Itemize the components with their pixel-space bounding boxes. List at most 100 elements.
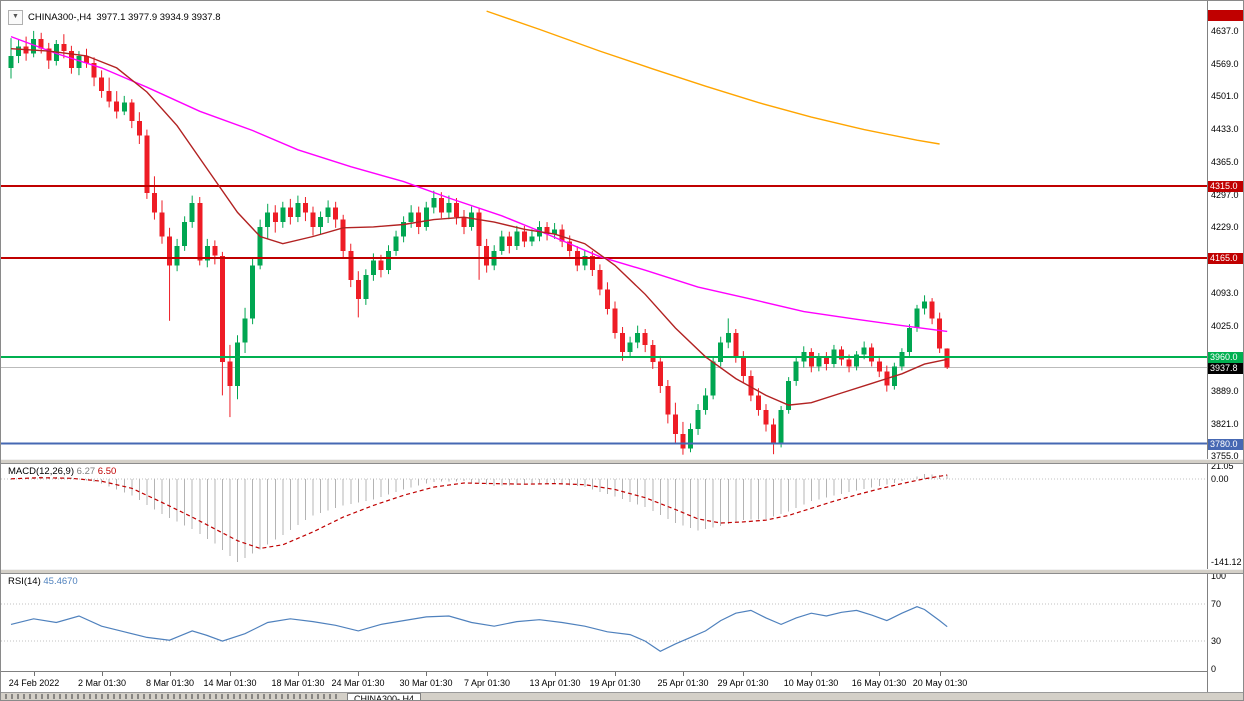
bear-candle <box>944 348 950 368</box>
bear-candle <box>823 356 829 365</box>
ma-orange <box>486 10 940 145</box>
time-tick-label: 7 Apr 01:30 <box>463 678 511 688</box>
bull-candle <box>582 255 588 266</box>
time-tick-mark <box>34 672 35 676</box>
rsi-axis-label: 70 <box>1211 598 1222 609</box>
price-tick-label: 3889.0 <box>1211 386 1239 397</box>
bull-candle <box>446 202 452 213</box>
macd-name: MACD(12,26,9) <box>8 466 74 477</box>
time-tick-mark <box>811 672 812 676</box>
bull-candle <box>265 212 271 227</box>
clipped-price-marker <box>1208 10 1243 21</box>
time-axis[interactable]: 24 Feb 2022 2 Mar 01:30 8 Mar 01:30 14 Mar … <box>1 671 1207 692</box>
bull-candle <box>295 202 301 218</box>
macd-panel[interactable]: MACD(12,26,9) 6.27 6.50 <box>1 464 1207 569</box>
bull-candle <box>793 361 799 381</box>
bull-candle <box>922 301 927 309</box>
time-tick-label: 25 Apr 01:30 <box>657 678 709 688</box>
bear-candle <box>484 246 490 266</box>
horizontal-lines-layer <box>1 184 1207 445</box>
bull-candle <box>393 236 399 251</box>
macd-canvas[interactable] <box>1 464 1207 569</box>
bear-candle <box>620 332 625 353</box>
bear-candle <box>129 102 135 121</box>
bear-candle <box>99 77 105 92</box>
symbol-period-label: CHINA300-,H4 <box>28 12 92 23</box>
rsi-panel[interactable]: RSI(14) 45.4670 <box>1 574 1207 671</box>
bear-candle <box>680 434 686 449</box>
time-tick-mark <box>102 672 103 676</box>
bull-candle <box>718 342 724 362</box>
hline-price-label: 3780.0 <box>1208 438 1243 450</box>
time-tick-mark <box>879 672 880 676</box>
bull-candle <box>235 342 240 386</box>
price-tick-label: 4093.0 <box>1211 287 1239 298</box>
time-tick-label: 20 May 01:30 <box>912 678 968 688</box>
bear-candle <box>151 193 157 213</box>
time-tick-label: 30 Mar 01:30 <box>399 678 453 688</box>
bear-candle <box>650 344 656 362</box>
time-tick-label: 13 Apr 01:30 <box>529 678 581 688</box>
bear-candle <box>521 231 527 242</box>
bear-candle <box>378 260 384 271</box>
bull-candle <box>710 361 716 396</box>
time-tick-label: 24 Mar 01:30 <box>331 678 385 688</box>
time-tick-label: 14 Mar 01:30 <box>203 678 257 688</box>
main-chart-panel[interactable]: ▼ CHINA300-,H4 3977.1 3977.9 3934.9 3937… <box>1 1 1207 459</box>
bear-candle <box>340 219 346 251</box>
price-tick-label: 4433.0 <box>1211 124 1239 135</box>
bull-candle <box>695 409 701 430</box>
bear-candle <box>672 414 678 434</box>
time-tick-label: 18 Mar 01:30 <box>271 678 325 688</box>
moving-averages-layer <box>10 10 948 406</box>
bull-candle <box>31 39 37 54</box>
chart-tab-active[interactable]: CHINA300-,H4 <box>347 693 422 700</box>
time-tick-mark <box>358 672 359 676</box>
price-tick-label: 3755.0 <box>1211 450 1239 461</box>
price-tick-label: 4569.0 <box>1211 58 1239 69</box>
macd-axis-label: 0.00 <box>1211 473 1229 484</box>
bear-candle <box>61 43 67 52</box>
macd-value-signal: 6.50 <box>97 466 117 477</box>
bear-candle <box>642 332 648 345</box>
time-tick-mark <box>170 672 171 676</box>
bear-candle <box>287 207 293 218</box>
chart-tabs-bar[interactable]: CHINA300-,H4 <box>1 692 1243 700</box>
bear-candle <box>755 395 761 410</box>
bear-candle <box>763 409 769 425</box>
bull-candle <box>816 356 822 367</box>
rsi-canvas[interactable] <box>1 574 1207 671</box>
time-tick-mark <box>426 672 427 676</box>
one-click-trading-arrow-button[interactable]: ▼ <box>8 10 23 25</box>
bull-candle <box>627 342 633 353</box>
time-tick-mark <box>615 672 616 676</box>
bear-candle <box>68 51 74 68</box>
price-tick-label: 4229.0 <box>1211 222 1239 233</box>
price-tick-label: 4297.0 <box>1211 189 1239 200</box>
bull-candle <box>370 260 376 275</box>
time-tick-label: 24 Feb 2022 <box>8 678 60 688</box>
panel-splitter[interactable] <box>1 459 1243 464</box>
bear-candle <box>84 55 89 64</box>
bull-candle <box>182 222 188 247</box>
panel-splitter[interactable] <box>1 569 1243 574</box>
bull-candle <box>242 318 248 343</box>
macd-histogram-layer <box>10 474 948 562</box>
bear-candle <box>167 236 172 266</box>
price-axis[interactable]: 4637.0 4569.0 4501.0 4433.0 4365.0 4297.0 4229… <box>1207 1 1243 692</box>
bull-candle <box>552 229 558 235</box>
time-tick-mark <box>743 672 744 676</box>
bull-candle <box>423 207 429 227</box>
bear-candle <box>212 246 218 256</box>
bull-candle <box>529 236 535 242</box>
rsi-axis-label: 30 <box>1211 636 1222 647</box>
bull-candle <box>635 332 641 343</box>
bear-candle <box>416 212 422 227</box>
time-tick-label: 10 May 01:30 <box>783 678 839 688</box>
bear-candle <box>333 207 339 220</box>
chart-tabs-clipped[interactable] <box>5 694 341 699</box>
bear-candle <box>159 212 165 237</box>
main-chart-canvas[interactable] <box>1 1 1207 459</box>
bull-candle <box>325 207 331 218</box>
bear-candle <box>438 198 444 213</box>
